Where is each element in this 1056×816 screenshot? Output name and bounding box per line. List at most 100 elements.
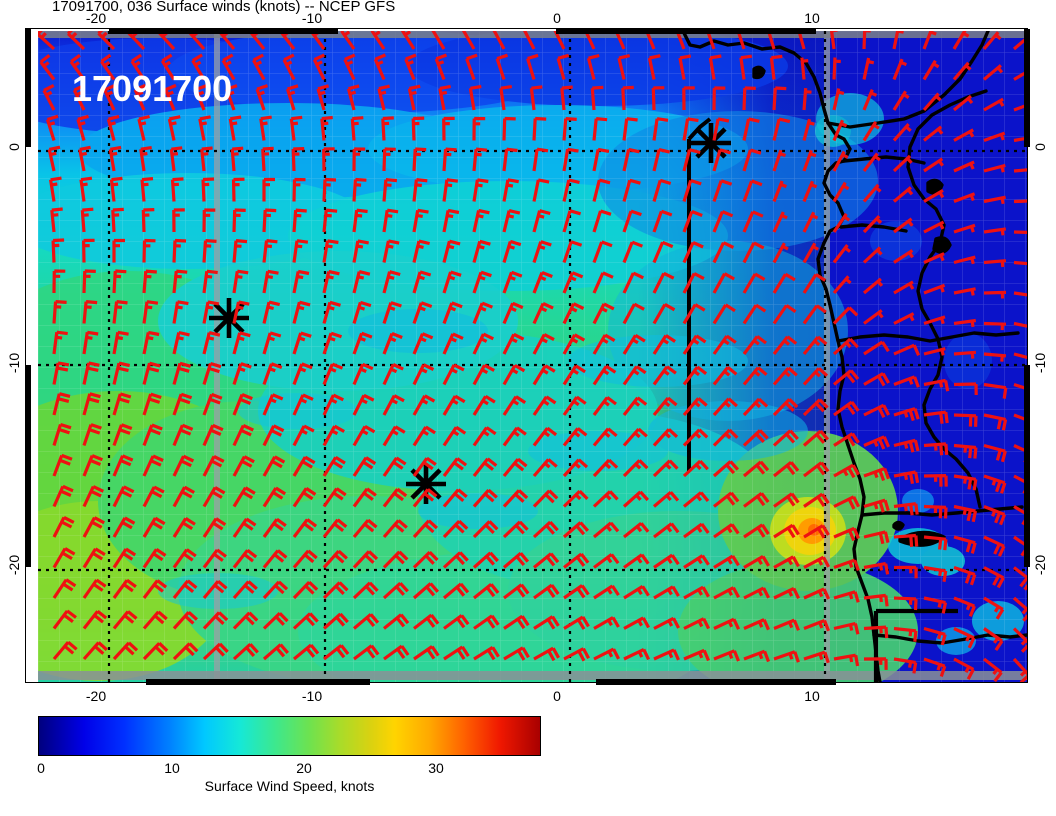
wind-barb [532,458,558,478]
wind-barb [172,238,187,263]
wind-barb [292,580,319,600]
wind-barb [532,426,558,447]
wind-barb [682,148,701,172]
wind-barb [130,53,146,81]
wind-barb [892,123,912,142]
wind-barb [383,644,410,661]
wind-barb [52,330,68,355]
y-tick-right-1: -10 [1032,352,1048,374]
wind-barb [202,517,227,538]
wind-barb [503,646,530,661]
wind-barb [922,125,944,142]
wind-barb [106,114,120,141]
wind-barb [316,84,330,111]
wind-barb [682,117,699,141]
wind-barb [742,241,765,264]
wind-barb [502,520,529,539]
wind-barb [892,90,910,111]
wind-barb [172,300,189,324]
wind-barb [802,429,830,447]
wind-barb [893,626,918,642]
y-tick-right-2: -20 [1032,554,1048,576]
wind-barb [562,240,583,264]
wind-barb [442,551,469,569]
map-canvas [38,31,1027,682]
wind-barb [832,369,860,386]
wind-barb [863,593,889,607]
wind-barb [473,614,500,630]
wind-barb [352,147,366,172]
wind-barb [708,54,722,80]
wind-barb [533,583,560,600]
wind-barb [802,335,828,356]
wind-barb [562,271,584,294]
wind-barb [112,516,136,538]
wind-barb [742,397,769,417]
wind-barb [262,269,279,294]
wind-barb [442,425,467,447]
wind-barb [112,578,137,599]
wind-barb [322,177,337,202]
wind-barb [322,455,346,477]
wind-barb [108,145,122,172]
wind-barb [622,240,643,264]
wind-barb [262,300,281,324]
wind-barb [202,486,226,508]
wind-barb [532,178,550,202]
wind-barb [292,239,309,263]
wind-barb [232,548,258,569]
wind-barb [562,427,588,447]
wind-barb [923,442,949,456]
wind-barb [862,88,878,111]
wind-barb [472,239,491,263]
frame-tick-bot-1 [146,679,370,685]
wind-barb [683,522,710,539]
wind-barb [832,337,859,356]
wind-barb [382,301,402,325]
wind-barb [923,504,948,519]
wind-barb [262,177,275,202]
wind-barb [622,396,648,416]
wind-barb [653,585,680,600]
wind-barb [953,160,975,173]
wind-barb [172,642,199,661]
wind-barb [404,53,417,81]
wind-barb [202,331,221,355]
date-stamp-overlay: 17091700 [72,68,233,109]
wind-barb [802,211,819,233]
wind-barb [109,176,123,202]
wind-barb [382,208,399,233]
wind-barb [563,647,591,662]
wind-barb [563,584,590,600]
wind-barb [472,551,499,569]
wind-barb [532,116,547,141]
wind-barb [221,53,236,81]
wind-barb [412,488,438,508]
wind-barb [556,53,570,80]
wind-barb [773,555,800,569]
wind-barb [983,566,1005,589]
wind-barb [742,210,764,233]
wind-barb [953,382,978,396]
wind-barb [382,270,401,294]
wind-barb [443,614,470,630]
wind-barb [622,365,647,386]
wind-barb [412,332,434,355]
wind-barb [862,31,871,50]
wind-barb [743,586,771,600]
wind-barb [172,392,193,416]
wind-barb [228,115,242,141]
wind-barb [97,31,116,51]
wind-barb [773,492,800,508]
wind-barb [442,116,455,141]
wind-barb [892,154,913,173]
wind-barb [829,31,838,50]
wind-barb [712,241,735,264]
wind-barb [112,361,131,385]
wind-barb [590,85,604,111]
wind-barb [412,178,428,202]
wind-barb [1012,657,1027,682]
wind-barb [412,208,429,233]
wind-barb [712,272,735,294]
wind-barb [532,395,557,416]
